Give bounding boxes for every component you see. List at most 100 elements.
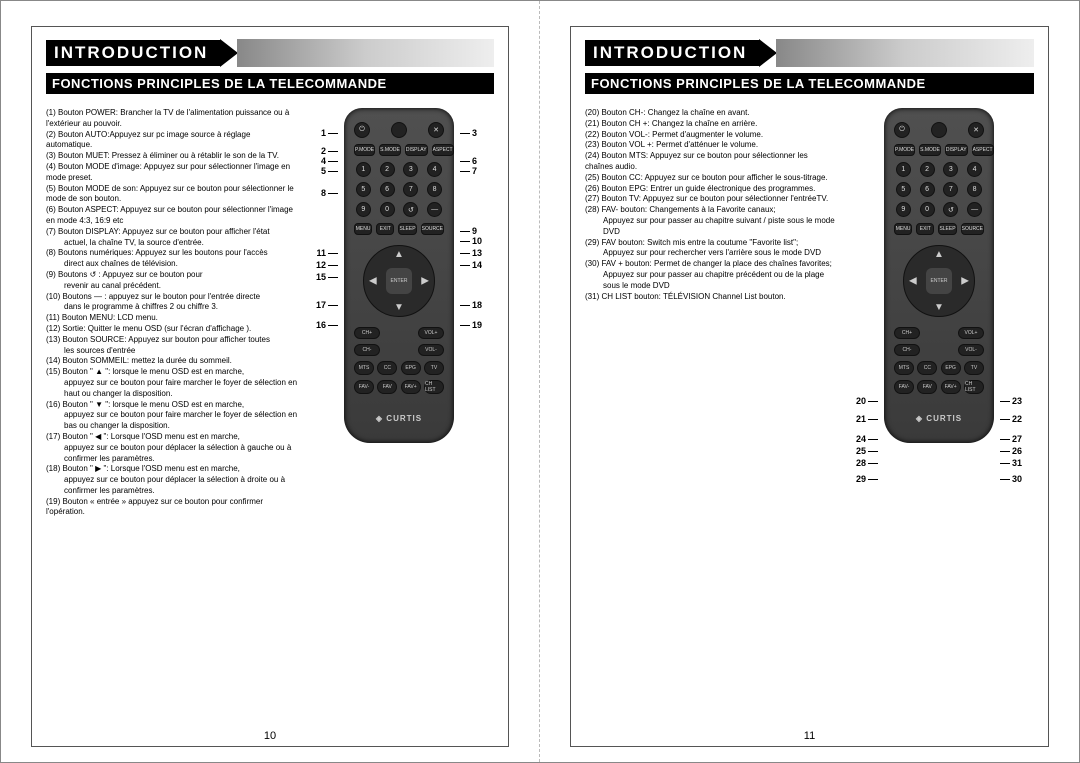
fav-button: FAV xyxy=(917,380,937,394)
section-subhead: FONCTIONS PRINCIPLES DE LA TELECOMMANDE xyxy=(585,73,1034,94)
callout-11: 11 xyxy=(316,248,338,258)
num-9-button: 9 xyxy=(896,202,911,217)
num-4-button: 4 xyxy=(967,162,982,177)
callout-3: 3 xyxy=(460,128,477,138)
display-button: DISPLAY xyxy=(405,144,428,156)
num-1-button: 1 xyxy=(356,162,371,177)
callout-19: 19 xyxy=(460,320,482,330)
callout-9: 9 xyxy=(460,226,477,236)
callout-10: 10 xyxy=(460,236,482,246)
num-7-button: 7 xyxy=(403,182,418,197)
num-↺-button: ↺ xyxy=(943,202,958,217)
down-arrow-icon: ▼ xyxy=(394,302,404,313)
list-item: (29) FAV bouton: Switch mis entre la cou… xyxy=(585,238,838,260)
tv-button: TV xyxy=(424,361,444,375)
remote-control: ⏻✕P.MODES.MODEDISPLAYASPECT1234567890↺—M… xyxy=(344,108,454,518)
callout-29: 29 xyxy=(856,474,878,484)
function-list: (1) Bouton POWER: Brancher la TV de l'al… xyxy=(46,108,298,518)
content-row: (1) Bouton POWER: Brancher la TV de l'al… xyxy=(46,108,494,518)
callouts-right: 232227263130 xyxy=(1000,108,1034,443)
callouts-right: 36791013141819 xyxy=(460,108,494,518)
fav+-button: FAV+ xyxy=(941,380,961,394)
aspect-button: ASPECT xyxy=(432,144,454,156)
dpad: ▲▼◀▶ENTER xyxy=(363,245,435,317)
list-item: (27) Bouton TV: Appuyez sur ce bouton po… xyxy=(585,194,838,205)
section-title: INTRODUCTION xyxy=(585,40,759,66)
list-item: (25) Bouton CC: Appuyez sur ce bouton po… xyxy=(585,173,838,184)
banner-gradient xyxy=(776,39,1034,67)
enter-button: ENTER xyxy=(386,268,412,294)
section-banner: INTRODUCTION xyxy=(585,39,1034,67)
list-item-sub: les sources d'entrée xyxy=(46,346,298,357)
p.mode-button: P.MODE xyxy=(354,144,375,156)
list-item-sub: appuyez sur ce bouton pour faire marcher… xyxy=(46,410,298,432)
vol-minus-button: VOL- xyxy=(418,344,444,356)
ch-minus-button: CH- xyxy=(354,344,380,356)
mts-button: MTS xyxy=(894,361,914,375)
callouts-left: 202124252829 xyxy=(844,108,878,443)
s.mode-button: S.MODE xyxy=(379,144,401,156)
page-left: INTRODUCTION FONCTIONS PRINCIPLES DE LA … xyxy=(1,1,540,762)
list-item: (15) Bouton " ▲ ": lorsque le menu OSD e… xyxy=(46,367,298,399)
sleep-button: SLEEP xyxy=(938,223,956,235)
remote-control: ⏻✕P.MODES.MODEDISPLAYASPECT1234567890↺—M… xyxy=(884,108,994,443)
epg-button: EPG xyxy=(401,361,421,375)
num-2-button: 2 xyxy=(380,162,395,177)
list-item: (5) Bouton MODE de son: Appuyez sur ce b… xyxy=(46,184,298,206)
list-item: (4) Bouton MODE d'image: Appuyez sur pou… xyxy=(46,162,298,184)
section-banner: INTRODUCTION xyxy=(46,39,494,67)
list-item: (28) FAV- bouton: Changements à la Favor… xyxy=(585,205,838,237)
callouts-left: 124581112151716 xyxy=(304,108,338,518)
num-0-button: 0 xyxy=(380,202,395,217)
banner-arrow-icon xyxy=(220,39,238,67)
list-item: (23) Bouton VOL +: Permet d'atténuer le … xyxy=(585,140,838,151)
callout-27: 27 xyxy=(1000,434,1022,444)
aspect-button: ASPECT xyxy=(972,144,994,156)
num-5-button: 5 xyxy=(896,182,911,197)
list-item: (14) Bouton SOMMEIL: mettez la durée du … xyxy=(46,356,298,367)
list-item-sub: Appuyez sur pour rechercher vers l'arriè… xyxy=(585,248,838,259)
list-item-sub: appuyez sur ce bouton pour déplacer la s… xyxy=(46,475,298,497)
callout-22: 22 xyxy=(1000,414,1022,424)
remote-diagram: 124581112151716 ⏻✕P.MODES.MODEDISPLAYASP… xyxy=(304,108,494,518)
list-item-sub: appuyez sur ce bouton pour faire marcher… xyxy=(46,378,298,400)
num-9-button: 9 xyxy=(356,202,371,217)
mute-button: ✕ xyxy=(968,122,984,138)
page-right: INTRODUCTION FONCTIONS PRINCIPLES DE LA … xyxy=(540,1,1079,762)
callout-12: 12 xyxy=(316,260,338,270)
callout-17: 17 xyxy=(316,300,338,310)
auto-button xyxy=(931,122,947,138)
list-item: (7) Bouton DISPLAY: Appuyez sur ce bouto… xyxy=(46,227,298,249)
callout-4: 4 xyxy=(321,156,338,166)
list-item-sub: dans le programme à chiffres 2 ou chiffr… xyxy=(46,302,298,313)
power-button: ⏻ xyxy=(894,122,910,138)
num-—-button: — xyxy=(427,202,442,217)
callout-15: 15 xyxy=(316,272,338,282)
mute-button: ✕ xyxy=(428,122,444,138)
callout-28: 28 xyxy=(856,458,878,468)
function-list: (20) Bouton CH-: Changez la chaîne en av… xyxy=(585,108,838,443)
list-item: (20) Bouton CH-: Changez la chaîne en av… xyxy=(585,108,838,119)
fav+-button: FAV+ xyxy=(401,380,421,394)
s.mode-button: S.MODE xyxy=(919,144,941,156)
num-8-button: 8 xyxy=(427,182,442,197)
list-item: (24) Bouton MTS: Appuyez sur ce bouton p… xyxy=(585,151,838,173)
ch-list-button: CH LIST xyxy=(424,380,444,394)
list-item: (21) Bouton CH +: Changez la chaîne en a… xyxy=(585,119,838,130)
tv-button: TV xyxy=(964,361,984,375)
power-button: ⏻ xyxy=(354,122,370,138)
list-item: (31) CH LIST bouton: TÉLÉVISION Channel … xyxy=(585,292,838,303)
num-6-button: 6 xyxy=(920,182,935,197)
up-arrow-icon: ▲ xyxy=(934,249,944,260)
callout-2: 2 xyxy=(321,146,338,156)
brand-logo: CURTIS xyxy=(894,414,984,423)
list-item: (19) Bouton « entrée » appuyez sur ce bo… xyxy=(46,497,298,519)
num-8-button: 8 xyxy=(967,182,982,197)
callout-21: 21 xyxy=(856,414,878,424)
source-button: SOURCE xyxy=(421,223,444,235)
vol-plus-button: VOL+ xyxy=(958,327,984,339)
callout-31: 31 xyxy=(1000,458,1022,468)
list-item: (17) Bouton " ◀ ": Lorsque l'OSD menu es… xyxy=(46,432,298,464)
list-item-sub: Appuyez sur pour passer au chapitre préc… xyxy=(585,270,838,292)
callout-24: 24 xyxy=(856,434,878,444)
